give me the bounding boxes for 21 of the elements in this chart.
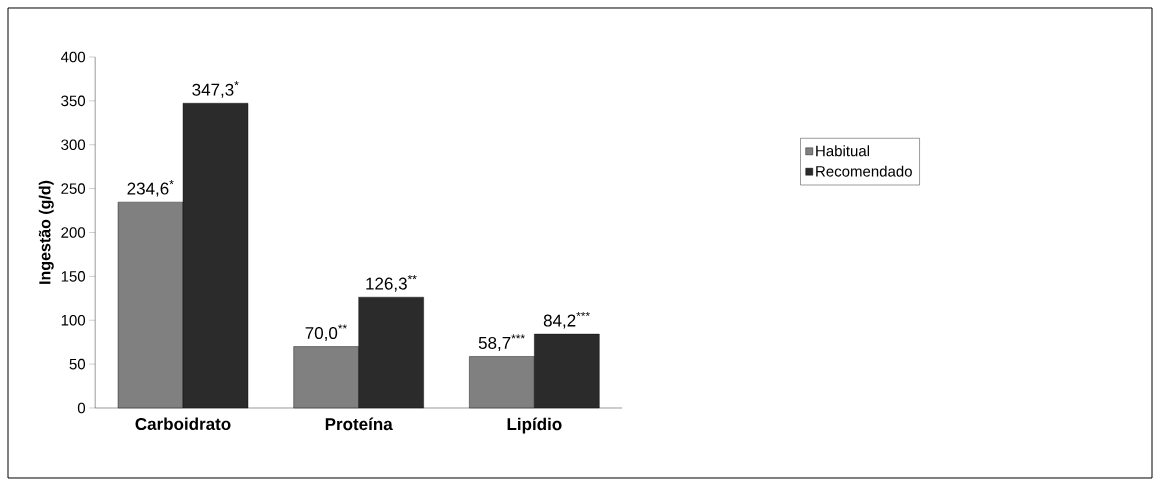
y-tick-label: 400 [60, 51, 86, 63]
y-tick-label: 50 [69, 358, 86, 370]
y-tick-label: 200 [61, 227, 86, 238]
data-label: 70,0$^{**}$ [305, 324, 347, 342]
data-label: 58,7$^{***}$ [478, 334, 525, 351]
x-tick-label: Carboidrato [135, 417, 231, 431]
y-tick-label: 0 [77, 402, 86, 414]
y-tick-label: 250 [61, 183, 86, 194]
data-label: 126,3$^{**}$ [366, 274, 417, 292]
y-tick-label: 100 [61, 314, 86, 326]
x-tick-label: Proteína [325, 417, 393, 431]
data-label: 347,3$^{*}$ [192, 81, 239, 98]
x-tick-label: Lipídio [507, 417, 562, 434]
legend-label: Recomendado [816, 165, 912, 177]
y-tick-label: 150 [61, 271, 86, 282]
data-label: 84,2$^{***}$ [543, 311, 590, 329]
y-tick-label: 300 [61, 139, 86, 151]
data-label: 234,6$^{*}$ [127, 179, 174, 197]
y-tick-label: 350 [61, 95, 86, 107]
legend-label: Habitual [816, 145, 870, 157]
y-axis-title: Ingestão (g/d) [38, 180, 54, 284]
